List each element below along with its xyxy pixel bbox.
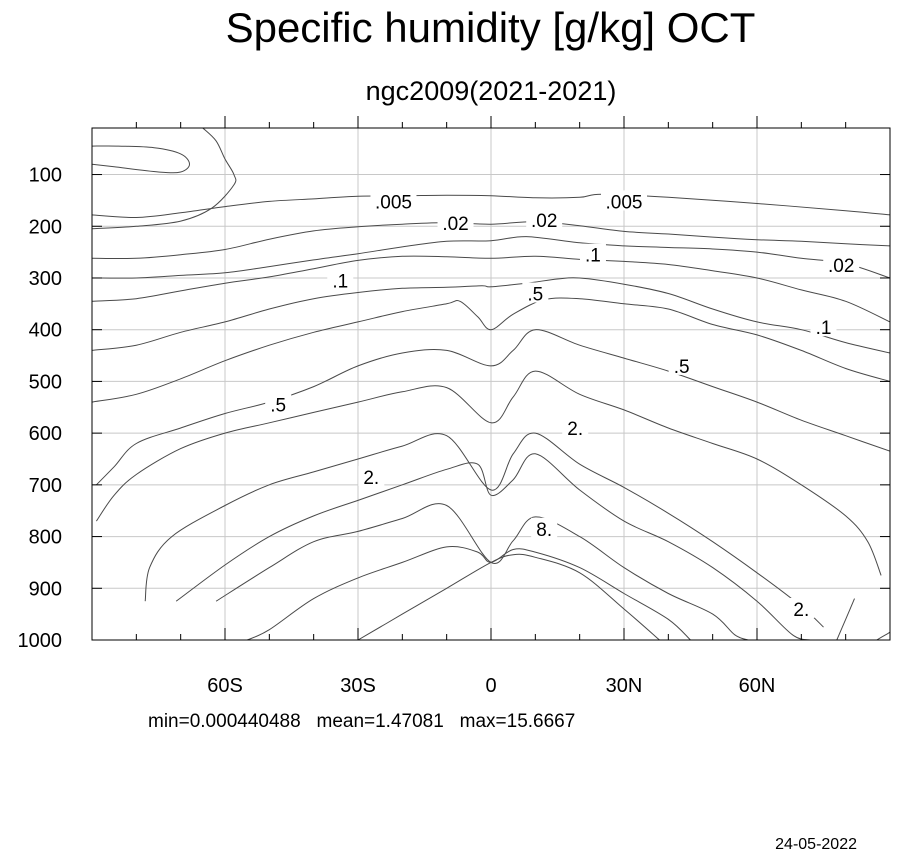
contour-label: 2. bbox=[363, 468, 379, 489]
contour-label-background bbox=[437, 212, 474, 233]
contour-label: .02 bbox=[828, 256, 854, 277]
x-tick-label: 60S bbox=[207, 675, 243, 697]
contour-label: .5 bbox=[674, 357, 690, 378]
contour-label-background bbox=[579, 243, 606, 264]
y-tick-label: 200 bbox=[29, 216, 62, 238]
contour-line bbox=[175, 453, 811, 640]
y-tick-label: 700 bbox=[29, 475, 62, 497]
contour-label-background bbox=[327, 269, 354, 290]
contour-label: .1 bbox=[585, 246, 601, 267]
x-tick-label: 60N bbox=[739, 675, 776, 697]
contour-line bbox=[96, 329, 890, 486]
contour-line bbox=[92, 297, 890, 403]
contour-line bbox=[215, 503, 749, 640]
contour-label-background bbox=[601, 190, 647, 211]
contour-label-background bbox=[526, 209, 563, 230]
contour-label-background bbox=[522, 282, 549, 303]
contour-label: .02 bbox=[442, 214, 468, 235]
contour-label: 2. bbox=[793, 600, 809, 621]
y-tick-label: 300 bbox=[29, 268, 62, 290]
contour-label: .5 bbox=[270, 396, 286, 417]
contour-label: .1 bbox=[332, 272, 348, 293]
contour-line bbox=[144, 432, 824, 628]
contour-line bbox=[92, 236, 890, 279]
contour-line bbox=[92, 145, 191, 174]
chart-title: Specific humidity [g/kg] OCT bbox=[225, 4, 756, 51]
contour-label-background bbox=[668, 354, 695, 375]
contour-label-background bbox=[562, 416, 589, 437]
contour-label-background bbox=[358, 466, 385, 487]
summary-stats: min=0.000440488 mean=1.47081 max=15.6667 bbox=[148, 711, 576, 732]
contour-label: .1 bbox=[816, 318, 832, 339]
contour-line bbox=[92, 193, 890, 219]
y-tick-label: 800 bbox=[29, 527, 62, 549]
axis-layer: 60S 30S 0 30N 60N 100 200 300 400 500 600 700 800 900… bbox=[18, 116, 891, 697]
y-tick-label: 100 bbox=[29, 165, 62, 187]
y-tick-label: 400 bbox=[29, 320, 62, 342]
x-tick-label: 30N bbox=[606, 675, 643, 697]
contour-line bbox=[246, 546, 691, 640]
contour-label-background bbox=[788, 597, 815, 618]
contour-line bbox=[92, 277, 890, 354]
x-tick-label: 0 bbox=[485, 675, 496, 697]
contour-line bbox=[876, 631, 890, 640]
contour-label: .5 bbox=[527, 284, 543, 305]
contour-label-background bbox=[531, 517, 558, 538]
contour-line bbox=[95, 370, 882, 576]
contour-label: 2. bbox=[567, 419, 583, 440]
y-tick-label: 1000 bbox=[18, 630, 63, 652]
y-tick-label: 500 bbox=[29, 371, 62, 393]
contour-label-background bbox=[265, 393, 292, 414]
contour-line bbox=[92, 221, 890, 260]
contour-label-layer: .005 .02 .02 .005 .1 .02 .1 .5 .1 .5 .5 2. 2. 8. 2. bbox=[265, 190, 860, 621]
contour-label-background bbox=[810, 316, 837, 337]
chart-subtitle: ngc2009(2021-2021) bbox=[365, 76, 617, 106]
contour-label: .02 bbox=[531, 211, 557, 232]
y-tick-label: 900 bbox=[29, 578, 62, 600]
contour-line bbox=[92, 255, 890, 323]
contour-layer bbox=[92, 128, 890, 640]
y-tick-label: 600 bbox=[29, 423, 62, 445]
contour-label-background bbox=[823, 254, 860, 275]
contour-label: 8. bbox=[536, 520, 552, 541]
date-stamp: 24-05-2022 bbox=[775, 836, 857, 853]
contour-line bbox=[92, 128, 237, 230]
contour-line bbox=[836, 598, 855, 640]
x-tick-label: 30S bbox=[340, 675, 376, 697]
contour-label-background bbox=[370, 190, 417, 211]
contour-line bbox=[357, 553, 660, 640]
contour-label: .005 bbox=[606, 192, 643, 213]
contour-label: .005 bbox=[375, 192, 412, 213]
